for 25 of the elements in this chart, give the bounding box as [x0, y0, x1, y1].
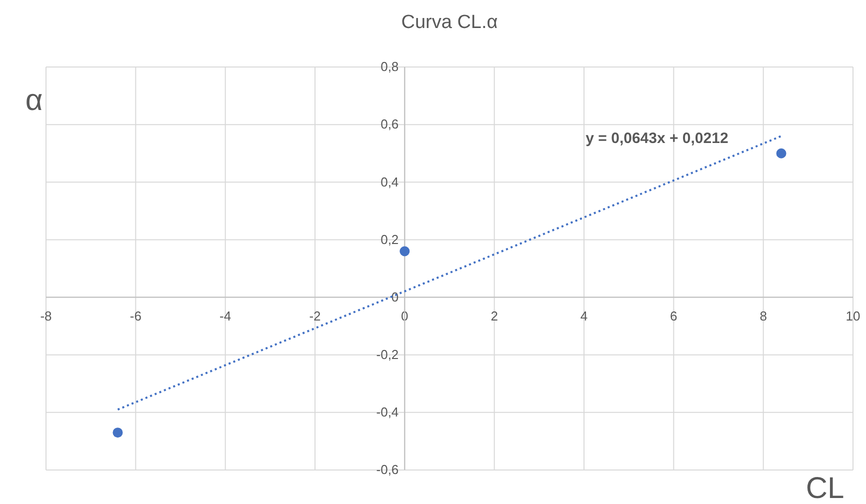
x-tick-label: 0 [401, 308, 408, 324]
point [776, 148, 786, 158]
y-tick-label: 0,2 [380, 232, 399, 247]
y-tick-label: -0,6 [376, 462, 399, 478]
x-tick-label: -2 [309, 308, 321, 324]
y-tick-label: 0 [391, 289, 399, 304]
x-tick-label: 2 [490, 308, 498, 324]
x-tick-label: 6 [670, 308, 678, 324]
x-tick-label: -4 [220, 308, 232, 324]
y-tick-label: -0,4 [376, 404, 399, 420]
point [112, 428, 123, 438]
x-tick-label: 4 [580, 308, 588, 324]
y-axis-title: α [25, 84, 43, 117]
y-tick-label: 0,4 [380, 174, 399, 190]
x-tick-label: 8 [760, 308, 767, 324]
x-tick-label: -8 [40, 308, 52, 324]
annotation: y = 0,0643x + 0,0212 [586, 130, 728, 147]
y-tick-label: -0,2 [376, 347, 399, 362]
x-tick-label: 10 [846, 308, 860, 324]
x-tick-label: -6 [130, 308, 142, 324]
point [400, 246, 410, 256]
x-axis-title: CL [806, 472, 844, 504]
y-tick-label: 0,6 [380, 116, 399, 132]
y-tick-label: 0,8 [380, 59, 399, 74]
chart-title: Curva CL.α [401, 12, 498, 33]
